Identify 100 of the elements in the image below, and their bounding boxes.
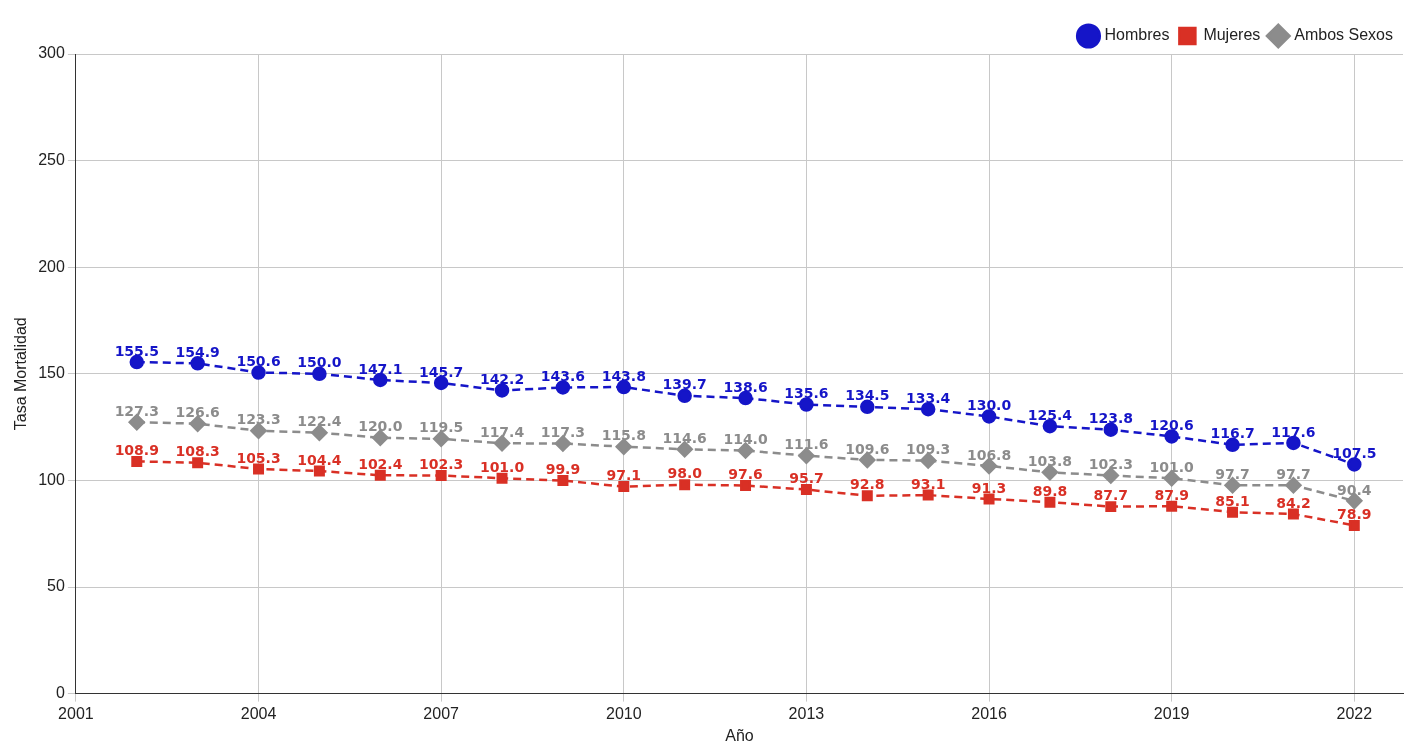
- data-label: 154.9: [175, 343, 220, 360]
- point: [740, 480, 752, 492]
- point: [496, 472, 508, 484]
- y-axis-title: Tasa Mortalidad: [12, 317, 30, 431]
- data-label: 95.7: [789, 470, 824, 487]
- point: [1044, 496, 1056, 508]
- point: [1287, 508, 1299, 520]
- data-label: 84.2: [1276, 494, 1311, 511]
- data-label: 104.4: [297, 451, 342, 468]
- point: [192, 457, 204, 469]
- point: [860, 399, 875, 415]
- point: [1105, 501, 1117, 513]
- data-label: 90.4: [1337, 481, 1372, 498]
- x-tick-label: 2016: [971, 704, 1007, 722]
- x-tick-label: 2004: [240, 704, 277, 722]
- point: [981, 409, 997, 424]
- y-tick-label: 100: [38, 470, 65, 488]
- data-label: 101.0: [479, 458, 525, 475]
- data-label: 143.6: [540, 368, 586, 385]
- point: [1164, 429, 1179, 444]
- point: [922, 489, 934, 501]
- point: [313, 465, 325, 477]
- x-tick-label: 2022: [1336, 704, 1373, 722]
- data-label: 102.3: [419, 456, 464, 473]
- data-label: 147.1: [358, 360, 403, 377]
- data-label: 78.9: [1337, 506, 1372, 523]
- point: [1042, 419, 1058, 434]
- point: [679, 479, 691, 491]
- data-label: 134.5: [845, 387, 890, 404]
- data-label: 89.8: [1032, 482, 1068, 499]
- data-label: 138.6: [723, 378, 768, 395]
- y-tick-label: 150: [38, 364, 65, 382]
- x-axis-title: Año: [725, 726, 754, 744]
- point: [557, 475, 569, 487]
- point: [861, 490, 873, 502]
- point: [1225, 437, 1240, 453]
- data-label: 130.0: [966, 397, 1012, 414]
- point: [435, 470, 447, 481]
- point: [190, 356, 205, 371]
- data-label: 98.0: [667, 465, 703, 482]
- data-label: 116.7: [1210, 425, 1255, 442]
- point: [800, 484, 812, 496]
- x-tick-label: 2001: [58, 704, 94, 722]
- data-label: 108.9: [114, 442, 159, 459]
- data-label: 122.4: [297, 413, 342, 430]
- data-label: 109.6: [845, 440, 890, 457]
- y-tick-label: 200: [38, 257, 65, 275]
- data-label: 103.8: [1027, 452, 1073, 469]
- data-label: 109.3: [906, 441, 951, 458]
- point: [677, 388, 692, 404]
- legend-label: Hombres: [1104, 26, 1170, 44]
- point: [312, 366, 327, 382]
- data-label: 120.6: [1149, 417, 1194, 434]
- data-label: 117.4: [479, 423, 525, 440]
- data-label: 123.8: [1088, 410, 1133, 427]
- data-label: 143.8: [601, 367, 646, 384]
- point: [494, 383, 510, 398]
- legend-label: Ambos Sexos: [1294, 26, 1394, 44]
- data-label: 97.6: [728, 466, 763, 483]
- data-label: 142.2: [479, 371, 525, 388]
- data-label: 135.6: [784, 385, 829, 402]
- data-label: 101.0: [1149, 458, 1195, 475]
- point: [251, 365, 266, 380]
- legend-label: Mujeres: [1203, 26, 1261, 44]
- data-label: 117.3: [540, 424, 586, 441]
- data-label: 111.6: [784, 436, 829, 453]
- data-label: 115.8: [601, 427, 646, 444]
- x-tick-label: 2013: [788, 704, 825, 722]
- data-label: 139.7: [662, 376, 707, 393]
- data-label: 127.3: [114, 402, 159, 419]
- data-label: 155.5: [114, 342, 159, 359]
- point: [799, 397, 814, 412]
- data-label: 85.1: [1215, 492, 1250, 509]
- point: [1166, 500, 1178, 512]
- data-label: 150.6: [236, 353, 281, 370]
- y-tick-label: 0: [55, 684, 65, 702]
- data-label: 97.7: [1276, 465, 1311, 482]
- x-tick-label: 2010: [605, 704, 642, 722]
- data-label: 114.0: [723, 431, 768, 448]
- data-label: 125.4: [1027, 406, 1073, 423]
- data-label: 99.9: [545, 461, 581, 478]
- point: [555, 380, 571, 395]
- point: [1227, 506, 1239, 518]
- data-label: 126.6: [175, 404, 220, 421]
- data-label: 92.8: [850, 476, 885, 493]
- point: [983, 493, 995, 505]
- data-label: 145.7: [419, 363, 464, 380]
- point: [374, 469, 386, 481]
- y-tick-label: 300: [38, 44, 65, 62]
- data-label: 107.5: [1332, 445, 1377, 462]
- data-label: 87.7: [1093, 487, 1129, 504]
- data-label: 120.0: [358, 418, 403, 435]
- point: [1348, 519, 1360, 531]
- x-tick-label: 2007: [423, 704, 460, 722]
- data-label: 114.6: [662, 429, 707, 446]
- point: [253, 463, 265, 475]
- data-label: 106.8: [966, 446, 1012, 463]
- data-label: 133.4: [906, 389, 951, 406]
- x-tick-label: 2019: [1153, 704, 1190, 722]
- data-label: 108.3: [175, 443, 220, 460]
